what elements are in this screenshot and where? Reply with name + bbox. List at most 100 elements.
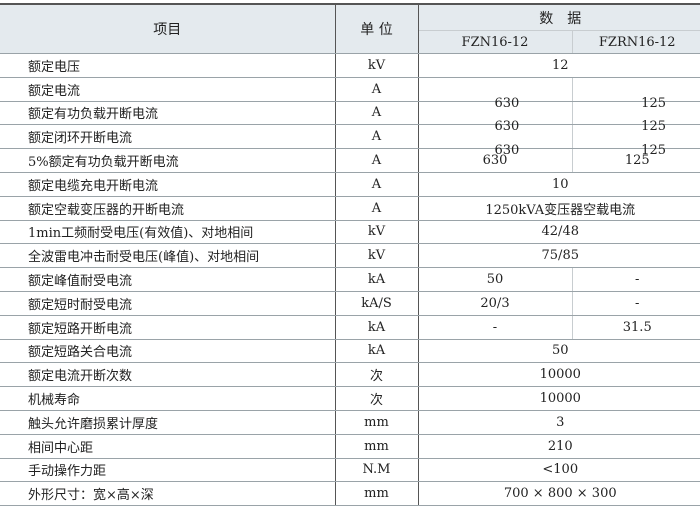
value-fzrn16-text: - (635, 272, 640, 288)
unit-cell: 次 (335, 386, 419, 411)
value-fzn16: 20/3 (418, 291, 573, 316)
value-fzrn16: - (572, 291, 700, 316)
value-fzn16: - (418, 315, 573, 340)
value-fzn16-text: - (492, 319, 498, 335)
value-shared-text: 50 (551, 343, 569, 359)
value-shared-text: <100 (542, 462, 579, 478)
unit-cell-text: 次 (369, 393, 383, 409)
value-shared: 1250kVA变压器空载电流 (418, 196, 700, 221)
table-row: 额定电缆充电开断电流 A 10 (0, 172, 700, 197)
unit-cell: kV (335, 243, 419, 269)
value-shared-text: 42/48 (541, 224, 579, 240)
value-shared-text: 1250kVA变压器空载电流 (485, 202, 636, 218)
item-cell: 额定电流开断次数 (0, 362, 336, 388)
item-cell-text: 额定峰值耐受电流 (28, 274, 133, 290)
value-fzrn16: 125 (572, 124, 700, 158)
unit-cell-text: kV (367, 224, 386, 240)
unit-cell-text: A (371, 176, 382, 192)
header-item: 项目 (0, 4, 336, 54)
value-fzrn16-text: 125 (641, 143, 666, 159)
item-cell-text: 外形尺寸：宽×高×深 (28, 488, 154, 504)
table-row: 手动操作力距 N.M <100 (0, 458, 700, 483)
item-cell-text: 额定短路开断电流 (28, 321, 133, 337)
value-fzn16-text: 630 (494, 119, 520, 135)
table-row: 额定有功负载开断电流 A 630 125 (0, 101, 700, 134)
table-row: 额定短时耐受电流 kA/S 20/3 - (0, 291, 700, 316)
value-fzn16: 630 (418, 124, 573, 158)
item-cell: 额定电流 (0, 77, 336, 102)
item-cell: 额定闭环开断电流 (0, 124, 336, 150)
unit-cell-text: kV (367, 57, 386, 73)
item-cell-text: 额定闭环开断电流 (28, 131, 133, 147)
unit-cell: kV (335, 53, 419, 78)
item-cell-text: 额定电压 (28, 59, 81, 75)
unit-cell-text: A (371, 200, 382, 216)
value-fzrn16-text: 125 (641, 119, 666, 135)
value-fzrn16-text: - (635, 295, 640, 311)
item-cell: 全波雷电冲击耐受电压(峰值)、对地相间 (0, 243, 336, 269)
table-row: 额定峰值耐受电流 kA 50 - (0, 267, 700, 292)
item-cell-text: 额定电缆充电开断电流 (28, 178, 159, 194)
table-row: 相间中心距 mm 210 (0, 434, 700, 459)
item-cell: 触头允许磨损累计厚度 (0, 410, 336, 435)
value-fzrn16-text: 125 (624, 153, 650, 169)
item-cell-text: 额定电流 (28, 83, 81, 99)
item-cell-text: 额定短路关合电流 (28, 345, 133, 361)
unit-cell: A (335, 172, 419, 197)
value-shared-text: 700 × 800 × 300 (503, 486, 617, 502)
item-cell-text: 额定电流开断次数 (28, 369, 133, 385)
value-fzn16-text: 630 (494, 143, 520, 159)
item-cell: 额定峰值耐受电流 (0, 267, 336, 292)
value-fzn16-text: 630 (494, 95, 520, 111)
header-model-fzrn16: FZRN16-12 (572, 30, 700, 54)
item-cell-text: 额定短时耐受电流 (28, 297, 133, 313)
header-model-fzn16: FZN16-12 (418, 30, 573, 54)
item-cell: 手动操作力距 (0, 458, 336, 483)
unit-cell: A (335, 148, 419, 173)
unit-cell: kA (335, 315, 419, 340)
unit-cell: mm (335, 410, 419, 435)
unit-cell: kA (335, 339, 419, 364)
unit-cell-text: A (371, 129, 382, 145)
item-cell-text: 额定空载变压器的开断电流 (28, 202, 185, 218)
unit-cell-text: mm (364, 438, 389, 454)
item-cell-text: 额定有功负载开断电流 (28, 107, 159, 123)
unit-cell: A (335, 77, 419, 102)
item-cell: 额定短路关合电流 (0, 339, 336, 364)
value-shared-text: 75/85 (541, 248, 579, 264)
item-cell: 额定电压 (0, 53, 336, 78)
value-fzn16: 50 (418, 267, 573, 292)
item-cell-text: 1min工频耐受电压(有效值)、对地相间 (28, 226, 254, 242)
value-fzn16: 630 (418, 148, 573, 173)
unit-cell: A (335, 124, 419, 150)
value-shared: 75/85 (418, 243, 700, 269)
value-fzrn16-text: 125 (641, 95, 666, 111)
value-fzrn16: 31.5 (572, 315, 700, 340)
value-shared-text: 10000 (539, 367, 581, 383)
value-shared: <100 (418, 458, 700, 483)
unit-cell: kV (335, 220, 419, 245)
value-fzrn16-text: 31.5 (622, 319, 652, 335)
value-fzn16-text: 20/3 (480, 295, 510, 311)
item-cell: 额定短时耐受电流 (0, 291, 336, 316)
unit-cell: A (335, 196, 419, 221)
table-row: 外形尺寸：宽×高×深 mm 700 × 800 × 300 (0, 481, 700, 506)
unit-cell-text: mm (364, 486, 389, 502)
unit-cell: kA/S (335, 291, 419, 316)
unit-cell: N.M (335, 458, 419, 483)
value-fzrn16: 125 (572, 148, 700, 173)
unit-cell-text: kV (367, 248, 386, 264)
unit-cell-text: N.M (362, 462, 391, 478)
value-fzrn16: - (572, 267, 700, 292)
unit-cell: kA (335, 267, 419, 292)
value-fzrn16: 125 (572, 101, 700, 134)
table-row: 额定空载变压器的开断电流 A 1250kVA变压器空载电流 (0, 196, 700, 221)
table-row: 额定闭环开断电流 A 630 125 (0, 124, 700, 158)
table-row: 额定电流开断次数 次 10000 (0, 362, 700, 388)
unit-cell-text: 次 (369, 369, 383, 385)
value-shared: 700 × 800 × 300 (418, 481, 700, 506)
unit-cell-text: A (371, 81, 382, 97)
unit-cell: mm (335, 434, 419, 459)
item-cell: 额定电缆充电开断电流 (0, 172, 336, 197)
table-row: 1min工频耐受电压(有效值)、对地相间 kV 42/48 (0, 220, 700, 245)
